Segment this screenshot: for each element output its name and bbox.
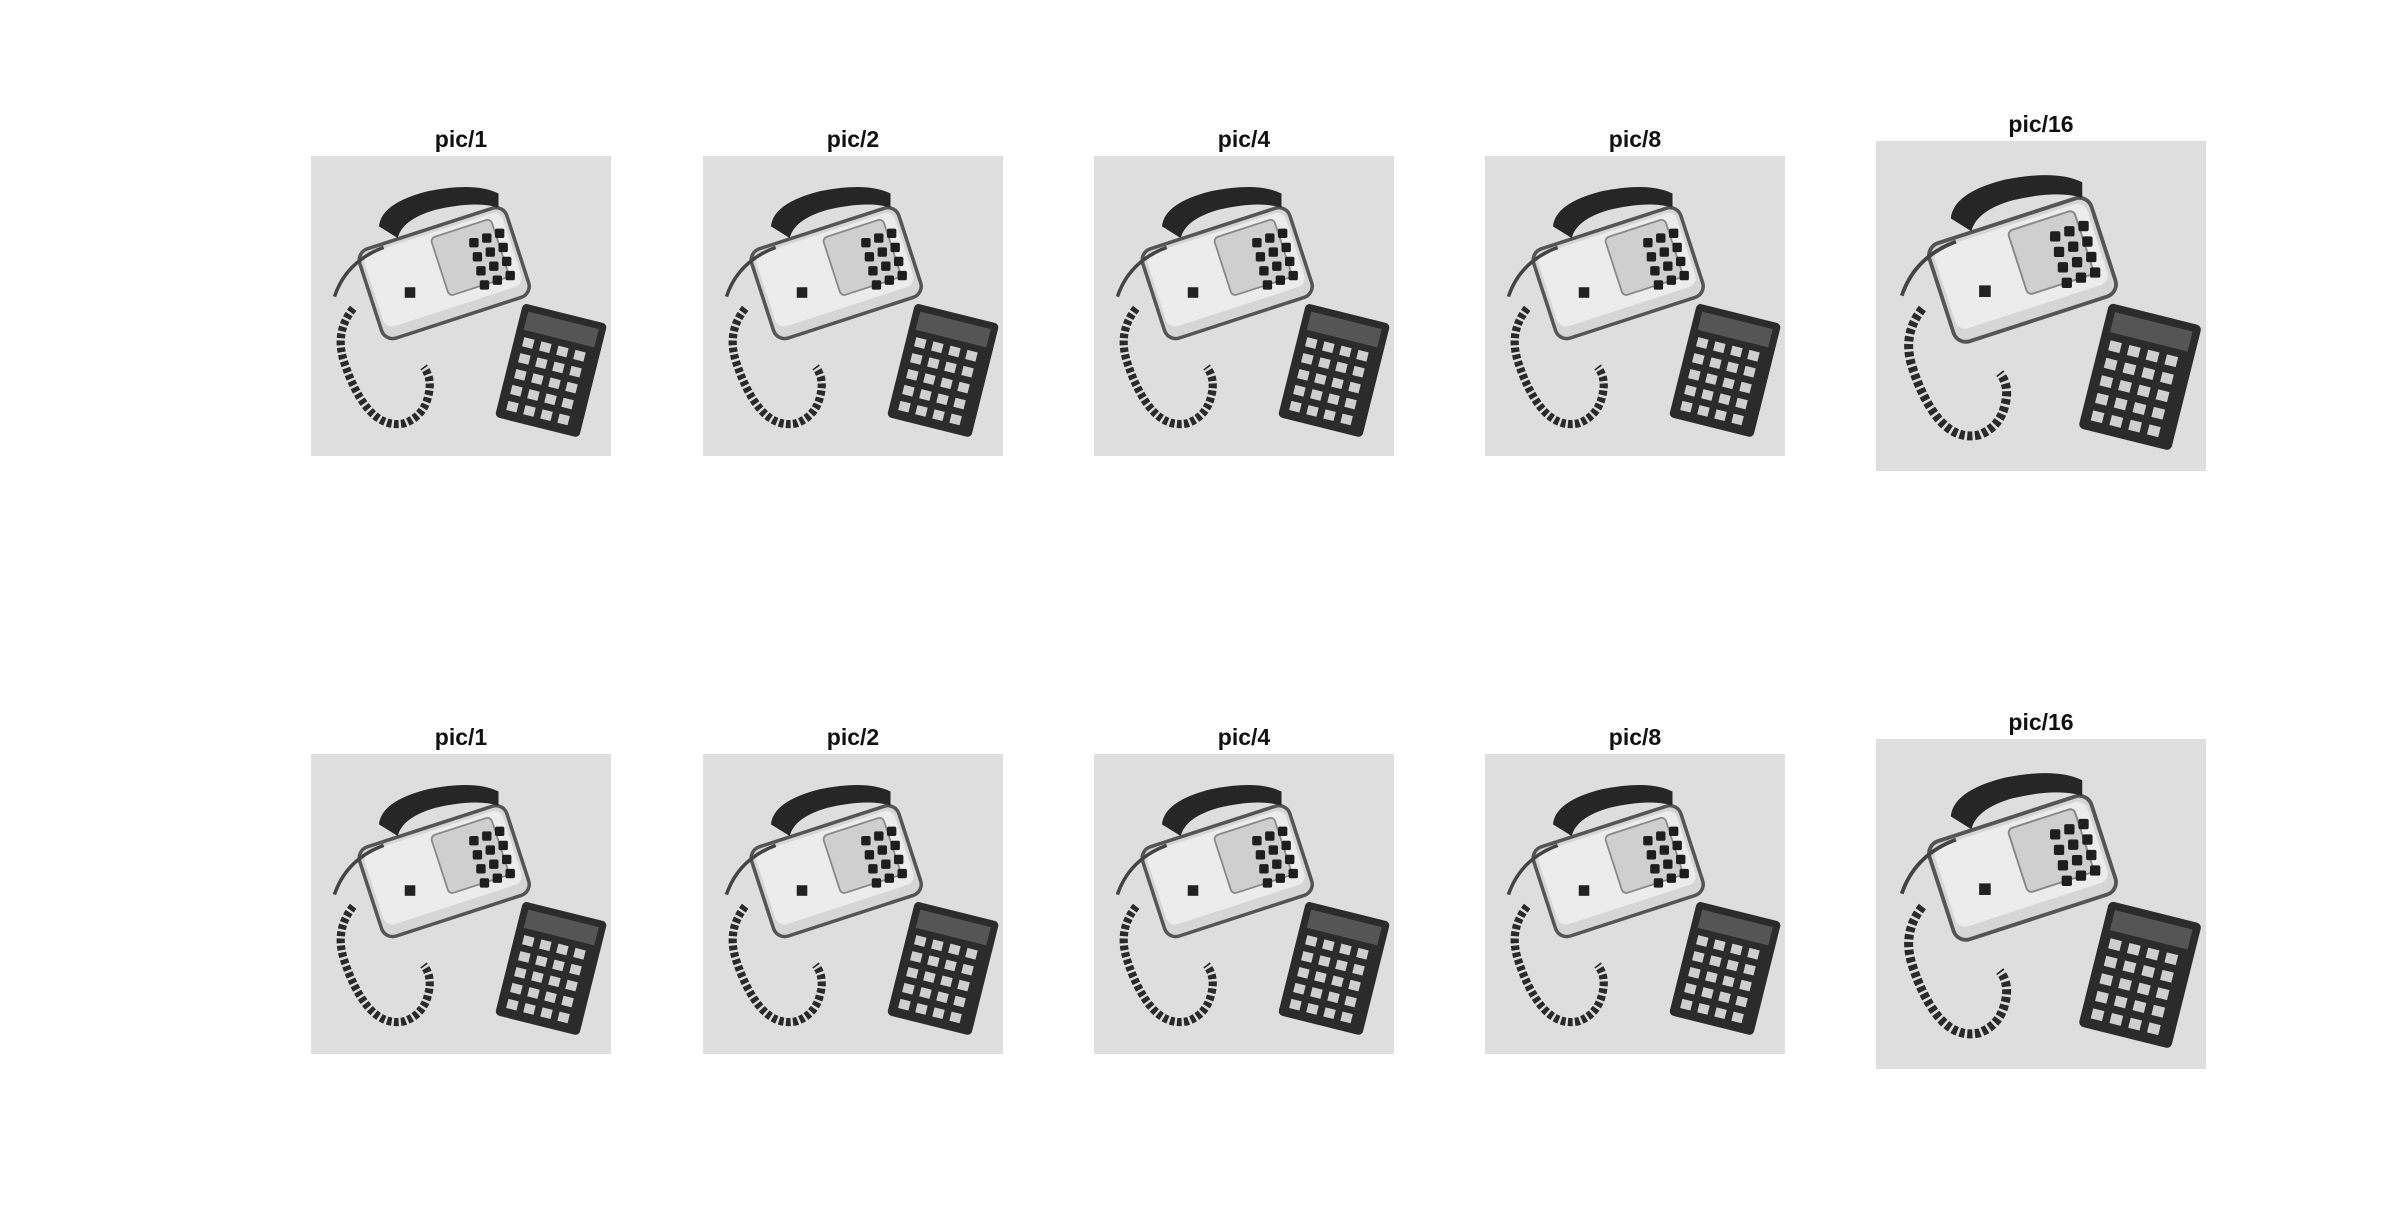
telephone-scene xyxy=(1485,754,1785,1054)
panel-title: pic/16 xyxy=(2008,709,2074,735)
telephone-image xyxy=(1485,156,1785,456)
telephone-image xyxy=(1876,141,2206,471)
panel-title: pic/4 xyxy=(1217,126,1271,152)
telephone-scene xyxy=(311,156,611,456)
telephone-scene xyxy=(1876,739,2206,1069)
telephone-scene xyxy=(1094,754,1394,1054)
telephone-scene xyxy=(1876,141,2206,471)
telephone-scene xyxy=(1094,156,1394,456)
panel-title: pic/4 xyxy=(1217,724,1271,750)
panel-title: pic/2 xyxy=(826,724,880,750)
telephone-image xyxy=(311,156,611,456)
telephone-scene xyxy=(703,754,1003,1054)
panel-title: pic/1 xyxy=(434,126,488,152)
panel-title: pic/8 xyxy=(1608,724,1662,750)
telephone-scene xyxy=(311,754,611,1054)
telephone-image xyxy=(1094,156,1394,456)
telephone-scene xyxy=(703,156,1003,456)
telephone-image xyxy=(1094,754,1394,1054)
telephone-image xyxy=(1485,754,1785,1054)
telephone-image xyxy=(311,754,611,1054)
telephone-image xyxy=(1876,739,2206,1069)
panel-title: pic/2 xyxy=(826,126,880,152)
telephone-scene xyxy=(1485,156,1785,456)
telephone-image xyxy=(703,754,1003,1054)
panel-title: pic/8 xyxy=(1608,126,1662,152)
panel-title: pic/16 xyxy=(2008,111,2074,137)
panel-title: pic/1 xyxy=(434,724,488,750)
telephone-image xyxy=(703,156,1003,456)
